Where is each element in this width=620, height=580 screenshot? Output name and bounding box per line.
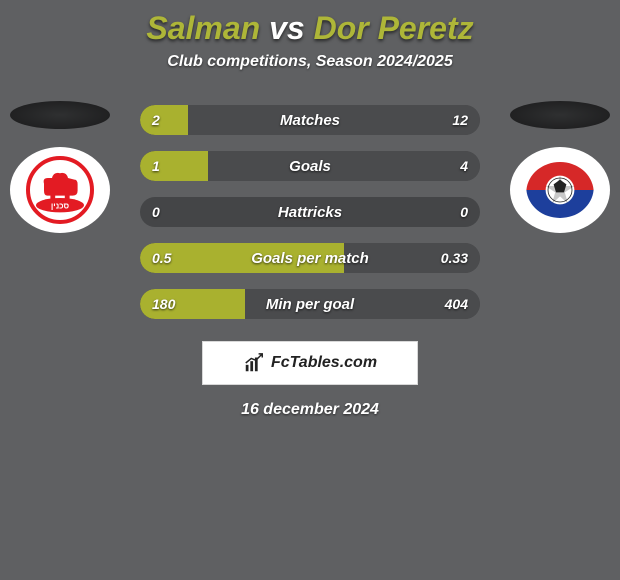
page-title: Salman vs Dor Peretz [0,0,620,53]
comparison-content: סכנין 2 Matches 12 1 Goals 4 0 Hattricks 0 0.5 Goa… [0,101,620,319]
stat-row: 0 Hattricks 0 [140,197,480,227]
stat-label: Goals per match [251,250,369,267]
svg-text:סכנין: סכנין [51,201,70,210]
sakhnin-logo-icon: סכנין [20,155,100,225]
right-club-column [500,101,620,233]
stat-left-value: 180 [152,296,175,312]
subtitle: Club competitions, Season 2024/2025 [0,53,620,71]
ironi-logo-icon [520,155,600,225]
stat-right-value: 4 [460,158,468,174]
right-club-logo [510,147,610,233]
stat-left-value: 2 [152,112,160,128]
left-club-column: סכנין [0,101,120,233]
shadow-ellipse [10,101,110,129]
vs-text: vs [269,10,305,46]
player1-name: Salman [146,10,260,46]
stat-left-value: 0.5 [152,250,171,266]
left-club-logo: סכנין [10,147,110,233]
stat-row: 0.5 Goals per match 0.33 [140,243,480,273]
stat-row: 180 Min per goal 404 [140,289,480,319]
shadow-ellipse [510,101,610,129]
stat-left-value: 0 [152,204,160,220]
date-text: 16 december 2024 [0,401,620,419]
stat-right-value: 12 [452,112,468,128]
stat-label: Hattricks [278,204,342,221]
stat-right-value: 404 [445,296,468,312]
bar-left-fill [140,105,188,135]
stat-label: Matches [280,112,340,129]
watermark-text: FcTables.com [271,354,377,372]
stat-right-value: 0 [460,204,468,220]
stat-left-value: 1 [152,158,160,174]
stat-row: 2 Matches 12 [140,105,480,135]
stat-label: Min per goal [266,296,354,313]
stat-row: 1 Goals 4 [140,151,480,181]
chart-icon [243,352,265,374]
stat-right-value: 0.33 [441,250,468,266]
stats-bars: 2 Matches 12 1 Goals 4 0 Hattricks 0 0.5 Goals per… [140,101,480,319]
bar-left-fill [140,151,208,181]
watermark-badge: FcTables.com [202,341,418,385]
stat-label: Goals [289,158,331,175]
bar-right-fill [208,151,480,181]
player2-name: Dor Peretz [314,10,474,46]
